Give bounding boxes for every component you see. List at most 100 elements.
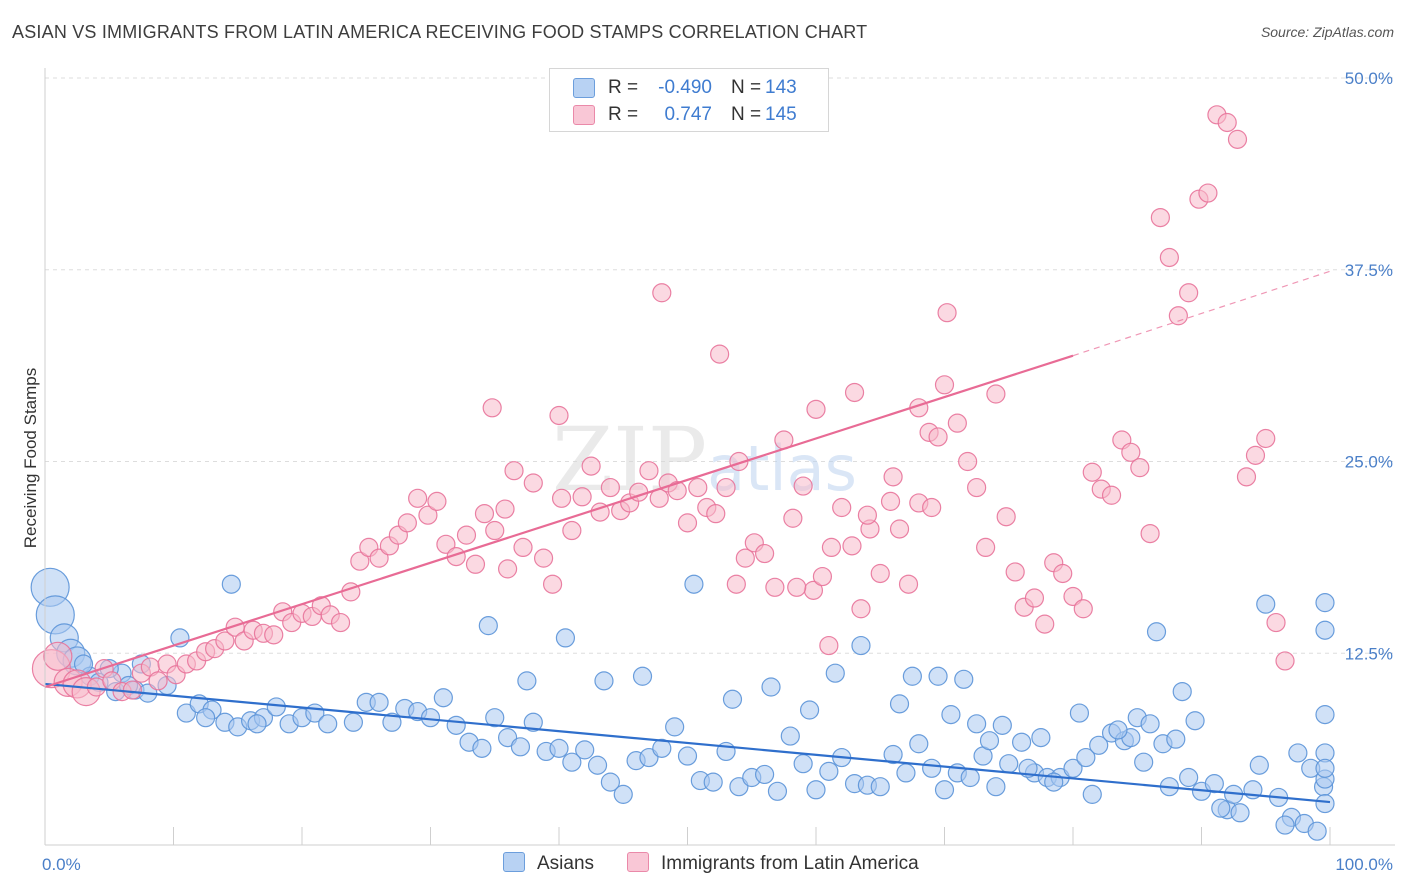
asians-point[interactable] bbox=[555, 628, 576, 648]
latin-america-point[interactable] bbox=[821, 537, 842, 558]
asians-point[interactable] bbox=[1204, 774, 1224, 794]
latin-america-point[interactable] bbox=[716, 477, 736, 498]
latin-america-point[interactable] bbox=[465, 554, 486, 574]
asians-point[interactable] bbox=[1031, 728, 1051, 748]
latin-america-point[interactable] bbox=[898, 574, 919, 594]
latin-america-point[interactable] bbox=[523, 473, 543, 493]
latin-america-point[interactable] bbox=[474, 504, 495, 524]
latin-america-point[interactable] bbox=[667, 481, 687, 501]
asians-point[interactable] bbox=[587, 755, 608, 775]
latin-america-point[interactable] bbox=[482, 398, 502, 418]
latin-america-point[interactable] bbox=[485, 520, 505, 541]
latin-america-point[interactable] bbox=[456, 525, 477, 545]
latin-america-point[interactable] bbox=[562, 520, 582, 541]
latin-america-point[interactable] bbox=[652, 283, 672, 303]
asians-point[interactable] bbox=[1166, 729, 1186, 749]
asians-point[interactable] bbox=[665, 717, 685, 737]
asians-point[interactable] bbox=[761, 677, 781, 697]
asians-point[interactable] bbox=[1076, 747, 1096, 768]
asians-point[interactable] bbox=[986, 777, 1006, 797]
latin-america-point[interactable] bbox=[996, 507, 1016, 527]
asians-point[interactable] bbox=[196, 708, 216, 728]
latin-america-point[interactable] bbox=[726, 574, 746, 594]
asians-point[interactable] bbox=[967, 714, 987, 734]
latin-america-point[interactable] bbox=[1159, 247, 1179, 268]
latin-america-point[interactable] bbox=[418, 505, 438, 525]
latin-america-point[interactable] bbox=[1024, 588, 1045, 608]
latin-america-point[interactable] bbox=[934, 375, 955, 395]
asians-point[interactable] bbox=[1089, 735, 1109, 755]
asians-point[interactable] bbox=[1134, 752, 1154, 772]
latin-america-point[interactable] bbox=[922, 497, 942, 518]
asians-point[interactable] bbox=[954, 669, 974, 689]
latin-america-point[interactable] bbox=[572, 487, 592, 507]
asians-point[interactable] bbox=[979, 731, 1000, 751]
asians-point[interactable] bbox=[446, 715, 466, 735]
legend-item-latin-america[interactable]: Immigrants from Latin America bbox=[627, 852, 919, 875]
latin-america-point[interactable] bbox=[397, 513, 417, 533]
asians-point[interactable] bbox=[1288, 743, 1308, 763]
asians-point[interactable] bbox=[889, 694, 910, 714]
asians-point[interactable] bbox=[883, 744, 903, 765]
asians-point[interactable] bbox=[1315, 758, 1335, 778]
asians-point[interactable] bbox=[600, 772, 621, 792]
asians-point[interactable] bbox=[318, 714, 338, 734]
asians-point[interactable] bbox=[1069, 703, 1090, 723]
asians-point[interactable] bbox=[575, 740, 595, 760]
asians-point[interactable] bbox=[517, 671, 537, 691]
asians-point[interactable] bbox=[992, 715, 1012, 735]
latin-america-point[interactable] bbox=[986, 384, 1006, 404]
asians-point[interactable] bbox=[1140, 714, 1160, 734]
legend-item-asians[interactable]: Asians bbox=[503, 852, 594, 875]
asians-point[interactable] bbox=[703, 772, 723, 792]
latin-america-point[interactable] bbox=[880, 491, 901, 511]
latin-america-point[interactable] bbox=[851, 599, 871, 619]
asians-point[interactable] bbox=[221, 574, 241, 594]
asians-point[interactable] bbox=[369, 692, 389, 712]
asians-point[interactable] bbox=[1315, 620, 1335, 640]
asians-point[interactable] bbox=[549, 738, 569, 758]
latin-america-point[interactable] bbox=[427, 491, 447, 511]
asians-point[interactable] bbox=[1315, 793, 1335, 814]
latin-america-point[interactable] bbox=[1150, 207, 1170, 228]
asians-point[interactable] bbox=[1108, 720, 1128, 740]
latin-america-point[interactable] bbox=[677, 513, 698, 533]
asians-point[interactable] bbox=[819, 761, 839, 781]
asians-point[interactable] bbox=[1275, 815, 1295, 835]
latin-america-point[interactable] bbox=[1005, 562, 1025, 582]
latin-america-point[interactable] bbox=[688, 477, 708, 498]
latin-america-point[interactable] bbox=[551, 488, 572, 508]
asians-point[interactable] bbox=[510, 737, 531, 757]
latin-america-point[interactable] bbox=[832, 497, 852, 518]
asians-point[interactable] bbox=[433, 688, 453, 708]
asians-point[interactable] bbox=[684, 574, 704, 594]
latin-america-point[interactable] bbox=[883, 467, 903, 487]
latin-america-point[interactable] bbox=[495, 499, 515, 519]
latin-america-point[interactable] bbox=[857, 505, 878, 525]
asians-point[interactable] bbox=[1230, 803, 1250, 823]
asians-point[interactable] bbox=[562, 752, 582, 772]
latin-america-point[interactable] bbox=[787, 577, 807, 597]
asians-point[interactable] bbox=[1185, 711, 1205, 731]
asians-point[interactable] bbox=[896, 763, 916, 783]
asians-point[interactable] bbox=[1315, 705, 1335, 725]
asians-point[interactable] bbox=[722, 689, 743, 709]
latin-america-point[interactable] bbox=[408, 488, 428, 508]
asians-point[interactable] bbox=[343, 712, 363, 732]
latin-america-point[interactable] bbox=[1168, 306, 1188, 326]
asians-point[interactable] bbox=[1256, 594, 1276, 614]
latin-america-point[interactable] bbox=[765, 577, 785, 597]
asians-point[interactable] bbox=[652, 738, 672, 758]
latin-america-point[interactable] bbox=[967, 477, 987, 498]
asians-point[interactable] bbox=[928, 666, 948, 686]
asians-point[interactable] bbox=[382, 712, 402, 732]
latin-america-point[interactable] bbox=[1236, 467, 1257, 487]
latin-america-point[interactable] bbox=[264, 625, 284, 645]
asians-point[interactable] bbox=[780, 726, 800, 746]
latin-america-point[interactable] bbox=[600, 477, 621, 498]
latin-america-point[interactable] bbox=[581, 456, 601, 476]
asians-point[interactable] bbox=[767, 781, 788, 801]
latin-america-point[interactable] bbox=[533, 548, 554, 568]
latin-america-point[interactable] bbox=[148, 671, 168, 691]
latin-america-point[interactable] bbox=[889, 519, 910, 539]
